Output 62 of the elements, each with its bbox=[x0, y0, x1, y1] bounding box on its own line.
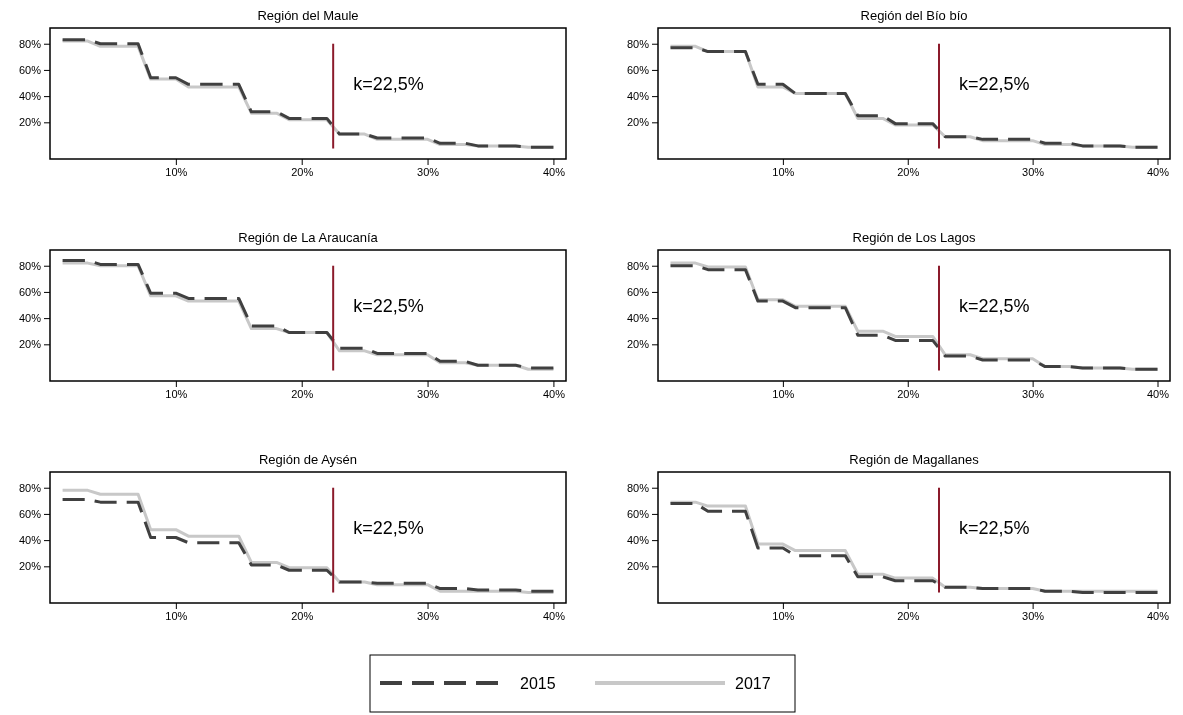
x-tick-label: 30% bbox=[417, 387, 440, 400]
x-tick-label: 20% bbox=[291, 387, 314, 400]
x-tick-label: 10% bbox=[165, 387, 188, 400]
ref-line-label: k=22,5% bbox=[353, 295, 424, 316]
x-tick-label: 30% bbox=[1022, 165, 1045, 178]
x-tick-label: 30% bbox=[417, 165, 440, 178]
y-tick-label: 80% bbox=[18, 259, 42, 272]
legend-label: 2015 bbox=[520, 675, 556, 692]
y-tick-label: 20% bbox=[626, 116, 650, 129]
x-tick-label: 10% bbox=[772, 609, 795, 622]
x-tick-label: 40% bbox=[1147, 387, 1170, 400]
y-tick-label: 80% bbox=[626, 259, 650, 272]
y-tick-label: 40% bbox=[18, 90, 42, 103]
y-tick-label: 80% bbox=[626, 481, 650, 494]
y-tick-label: 20% bbox=[626, 560, 650, 573]
x-tick-label: 30% bbox=[1022, 609, 1045, 622]
y-tick-label: 40% bbox=[626, 312, 650, 325]
ref-line-label: k=22,5% bbox=[958, 517, 1030, 538]
x-tick-label: 10% bbox=[772, 387, 795, 400]
y-tick-label: 20% bbox=[626, 338, 650, 351]
y-tick-label: 40% bbox=[18, 312, 42, 325]
x-tick-label: 40% bbox=[542, 165, 566, 178]
x-tick-label: 10% bbox=[165, 609, 188, 622]
y-tick-label: 40% bbox=[18, 534, 42, 547]
x-tick-label: 40% bbox=[542, 609, 566, 622]
y-tick-label: 80% bbox=[18, 37, 42, 50]
chart-title: Región de Los Lagos bbox=[852, 230, 976, 245]
y-tick-label: 80% bbox=[18, 481, 42, 494]
y-tick-label: 20% bbox=[18, 116, 42, 129]
x-tick-label: 20% bbox=[897, 165, 920, 178]
x-tick-label: 20% bbox=[291, 609, 314, 622]
y-tick-label: 60% bbox=[18, 63, 42, 76]
y-tick-label: 60% bbox=[18, 507, 42, 520]
ref-line-label: k=22,5% bbox=[353, 73, 424, 94]
x-tick-label: 30% bbox=[1022, 387, 1045, 400]
x-tick-label: 40% bbox=[1147, 609, 1170, 622]
y-tick-label: 20% bbox=[18, 338, 42, 351]
y-tick-label: 80% bbox=[626, 37, 650, 50]
x-tick-label: 40% bbox=[542, 387, 566, 400]
y-tick-label: 60% bbox=[626, 285, 650, 298]
y-tick-label: 40% bbox=[626, 90, 650, 103]
chart-title: Región de La Araucanía bbox=[238, 230, 379, 245]
ref-line-label: k=22,5% bbox=[958, 73, 1030, 94]
x-tick-label: 20% bbox=[291, 165, 314, 178]
x-tick-label: 30% bbox=[417, 609, 440, 622]
chart-title: Región del Maule bbox=[257, 8, 359, 23]
ref-line-label: k=22,5% bbox=[958, 295, 1030, 316]
legend-label: 2017 bbox=[735, 675, 771, 692]
x-tick-label: 20% bbox=[897, 609, 920, 622]
y-tick-label: 20% bbox=[18, 560, 42, 573]
y-tick-label: 60% bbox=[18, 285, 42, 298]
x-tick-label: 10% bbox=[165, 165, 188, 178]
chart-title: Región del Bío bío bbox=[860, 8, 968, 23]
y-tick-label: 60% bbox=[626, 63, 650, 76]
y-tick-label: 40% bbox=[626, 534, 650, 547]
ref-line-label: k=22,5% bbox=[353, 517, 424, 538]
chart-title: Región de Aysén bbox=[258, 452, 358, 467]
x-tick-label: 20% bbox=[897, 387, 920, 400]
x-tick-label: 40% bbox=[1147, 165, 1170, 178]
y-tick-label: 60% bbox=[626, 507, 650, 520]
chart-title: Región de Magallanes bbox=[849, 452, 980, 467]
x-tick-label: 10% bbox=[772, 165, 795, 178]
